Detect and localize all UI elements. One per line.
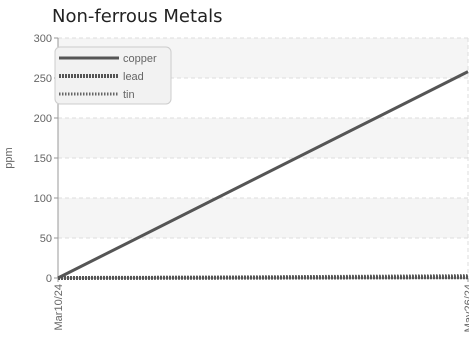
x-tick-label: May26/24	[463, 284, 469, 332]
series-line-lead	[57, 275, 469, 280]
legend-label-tin: tin	[123, 89, 135, 101]
legend-label-lead: lead	[123, 71, 144, 83]
legend-label-copper: copper	[123, 53, 157, 65]
x-tick-labels: Mar10/24 May26/24	[53, 284, 469, 332]
y-tick-label: 50	[40, 233, 52, 245]
chart-title: Non-ferrous Metals	[52, 6, 223, 27]
grid-band	[58, 118, 468, 158]
legend: copper lead tin	[54, 46, 172, 105]
y-tick-label: 0	[46, 273, 52, 285]
series-lines	[57, 70, 469, 280]
series-line-copper	[57, 70, 469, 280]
y-tick-label: 300	[34, 33, 52, 45]
y-tick-label: 250	[34, 73, 52, 85]
y-axis-label: ppm	[3, 147, 15, 168]
y-tick-labels: 0 50 100 150 200 250 300	[34, 33, 52, 285]
y-tick-label: 150	[34, 153, 52, 165]
x-tick-label: Mar10/24	[53, 284, 65, 330]
y-tick-label: 200	[34, 113, 52, 125]
y-tick-label: 100	[34, 193, 52, 205]
grid-band	[58, 198, 468, 238]
